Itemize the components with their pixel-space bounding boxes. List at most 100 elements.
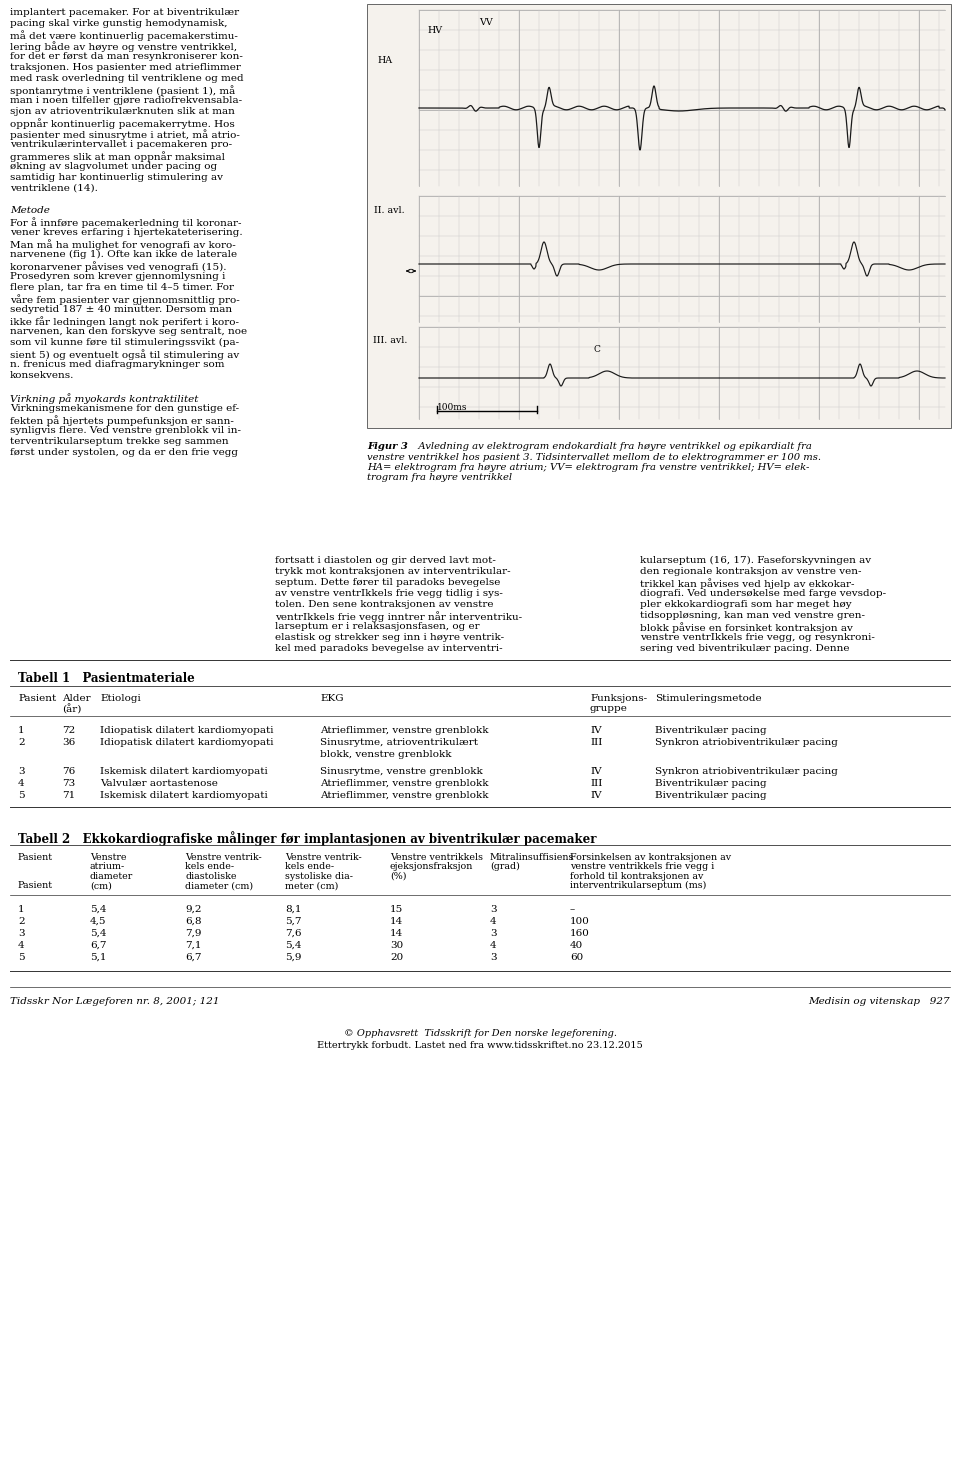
Text: Atrieflimmer, venstre grenblokk: Atrieflimmer, venstre grenblokk: [320, 791, 489, 800]
Text: VV: VV: [479, 18, 492, 27]
Text: diameter: diameter: [90, 871, 133, 881]
Text: kel med paradoks bevegelse av interventri-: kel med paradoks bevegelse av interventr…: [275, 643, 503, 654]
Text: Figur 3: Figur 3: [367, 442, 408, 451]
Text: blokk påvise en forsinket kontraksjon av: blokk påvise en forsinket kontraksjon av: [640, 623, 852, 633]
Text: Metode: Metode: [10, 206, 50, 214]
Text: Funksjons-: Funksjons-: [590, 694, 647, 703]
Text: trykk mot kontraksjonen av interventrikular-: trykk mot kontraksjonen av interventriku…: [275, 566, 511, 575]
Text: 5,4: 5,4: [90, 929, 107, 938]
Text: Tabell 1   Pasientmateriale: Tabell 1 Pasientmateriale: [18, 671, 195, 685]
Text: flere plan, tar fra en time til 4–5 timer. For: flere plan, tar fra en time til 4–5 time…: [10, 282, 234, 291]
Bar: [367, 4, 951, 427]
Text: Sinusrytme, atrioventrikulært: Sinusrytme, atrioventrikulært: [320, 738, 478, 747]
Text: for det er først da man resynkroniserer kon-: for det er først da man resynkroniserer …: [10, 52, 243, 61]
Text: 4: 4: [490, 941, 496, 950]
Text: Man må ha mulighet for venografi av koro-: Man må ha mulighet for venografi av koro…: [10, 240, 236, 250]
Text: økning av slagvolumet under pacing og: økning av slagvolumet under pacing og: [10, 163, 217, 172]
Text: 4: 4: [18, 941, 25, 950]
Text: (cm): (cm): [90, 881, 112, 890]
Text: larseptum er i relaksasjonsfasen, og er: larseptum er i relaksasjonsfasen, og er: [275, 623, 480, 632]
Text: –: –: [570, 905, 575, 914]
Text: 9,2: 9,2: [185, 905, 202, 914]
Text: septum. Dette fører til paradoks bevegelse: septum. Dette fører til paradoks bevegel…: [275, 578, 500, 587]
Text: IV: IV: [590, 726, 602, 735]
Text: sient 5) og eventuelt også til stimulering av: sient 5) og eventuelt også til stimuleri…: [10, 349, 239, 359]
Text: traksjonen. Hos pasienter med atrieflimmer: traksjonen. Hos pasienter med atrieflimm…: [10, 64, 241, 72]
Text: C: C: [594, 345, 601, 353]
Text: Pasient: Pasient: [18, 694, 57, 703]
Text: 4,5: 4,5: [90, 917, 107, 926]
Text: diameter (cm): diameter (cm): [185, 881, 253, 890]
Text: pler ekkokardiografi som har meget høy: pler ekkokardiografi som har meget høy: [640, 600, 852, 609]
Text: Avledning av elektrogram endokardialt fra høyre ventrikkel og epikardialt fra: Avledning av elektrogram endokardialt fr…: [409, 442, 812, 451]
Text: n. frenicus med diafragmarykninger som: n. frenicus med diafragmarykninger som: [10, 359, 225, 368]
Text: 1: 1: [18, 905, 25, 914]
Text: må det være kontinuerlig pacemakerstimu-: må det være kontinuerlig pacemakerstimu-: [10, 30, 238, 41]
Text: 160: 160: [570, 929, 589, 938]
Text: 8,1: 8,1: [285, 905, 301, 914]
Text: 1: 1: [18, 726, 25, 735]
Text: Biventrikulær pacing: Biventrikulær pacing: [655, 791, 767, 800]
Text: pacing skal virke gunstig hemodynamisk,: pacing skal virke gunstig hemodynamisk,: [10, 19, 228, 28]
Text: ventrIkkels frie vegg inntrer når interventriku-: ventrIkkels frie vegg inntrer når interv…: [275, 611, 522, 621]
Text: 36: 36: [62, 738, 75, 747]
Text: 100ms: 100ms: [437, 402, 468, 413]
Text: (grad): (grad): [490, 862, 520, 871]
Text: narvenene (fig 1). Ofte kan ikke de laterale: narvenene (fig 1). Ofte kan ikke de late…: [10, 250, 237, 259]
Text: Synkron atriobiventrikulær pacing: Synkron atriobiventrikulær pacing: [655, 766, 838, 776]
Text: pasienter med sinusrytme i atriet, må atrio-: pasienter med sinusrytme i atriet, må at…: [10, 129, 240, 141]
Text: 5,7: 5,7: [285, 917, 301, 926]
Text: III. avl.: III. avl.: [373, 336, 407, 345]
Text: 73: 73: [62, 779, 75, 788]
Text: av venstre ventrIkkels frie vegg tidlig i sys-: av venstre ventrIkkels frie vegg tidlig …: [275, 589, 503, 598]
Text: Iskemisk dilatert kardiomyopati: Iskemisk dilatert kardiomyopati: [100, 766, 268, 776]
Text: 30: 30: [390, 941, 403, 950]
Text: sering ved biventrikulær pacing. Denne: sering ved biventrikulær pacing. Denne: [640, 643, 850, 654]
Text: 5: 5: [18, 791, 25, 800]
Text: (%): (%): [390, 871, 406, 881]
Text: kels ende-: kels ende-: [285, 862, 334, 871]
Text: (år): (år): [62, 704, 82, 714]
Text: trikkel kan påvises ved hjelp av ekkokar-: trikkel kan påvises ved hjelp av ekkokar…: [640, 578, 854, 589]
Text: 14: 14: [390, 917, 403, 926]
Text: interventrikularseptum (ms): interventrikularseptum (ms): [570, 881, 707, 890]
Text: Etiologi: Etiologi: [100, 694, 141, 703]
Text: venstre ventrikkel hos pasient 3. Tidsintervallet mellom de to elektrogrammer er: venstre ventrikkel hos pasient 3. Tidsin…: [367, 453, 821, 461]
Text: Tabell 2   Ekkokardiografiske målinger før implantasjonen av biventrikulær pacem: Tabell 2 Ekkokardiografiske målinger før…: [18, 831, 596, 846]
Text: gruppe: gruppe: [590, 704, 628, 713]
Text: Stimuleringsmetode: Stimuleringsmetode: [655, 694, 761, 703]
Text: Venstre ventrik-: Venstre ventrik-: [185, 853, 262, 862]
Text: Mitralinsuffisiens: Mitralinsuffisiens: [490, 853, 574, 862]
Text: 3: 3: [490, 952, 496, 961]
Text: terventrikularseptum trekke seg sammen: terventrikularseptum trekke seg sammen: [10, 436, 228, 447]
Text: Medisin og vitenskap   927: Medisin og vitenskap 927: [808, 997, 950, 1006]
Text: ikke får ledningen langt nok perifert i koro-: ikke får ledningen langt nok perifert i …: [10, 317, 239, 327]
Text: 72: 72: [62, 726, 75, 735]
Text: © Opphavsrett  Tidsskrift for Den norske legeforening.: © Opphavsrett Tidsskrift for Den norske …: [344, 1029, 616, 1038]
Text: 100: 100: [570, 917, 589, 926]
Text: Venstre: Venstre: [90, 853, 127, 862]
Text: konsekvens.: konsekvens.: [10, 371, 74, 380]
Text: Iskemisk dilatert kardiomyopati: Iskemisk dilatert kardiomyopati: [100, 791, 268, 800]
Text: Biventrikulær pacing: Biventrikulær pacing: [655, 779, 767, 788]
Text: 5,4: 5,4: [285, 941, 301, 950]
Text: samtidig har kontinuerlig stimulering av: samtidig har kontinuerlig stimulering av: [10, 173, 223, 182]
Text: elastisk og strekker seg inn i høyre ventrik-: elastisk og strekker seg inn i høyre ven…: [275, 633, 504, 642]
Text: tolen. Den sene kontraksjonen av venstre: tolen. Den sene kontraksjonen av venstre: [275, 600, 493, 609]
Text: oppnår kontinuerlig pacemakerrytme. Hos: oppnår kontinuerlig pacemakerrytme. Hos: [10, 118, 235, 129]
Text: Venstre ventrikkels: Venstre ventrikkels: [390, 853, 483, 862]
Text: 5: 5: [18, 952, 25, 961]
Text: 6,7: 6,7: [90, 941, 107, 950]
Text: HA= elektrogram fra høyre atrium; VV= elektrogram fra venstre ventrikkel; HV= el: HA= elektrogram fra høyre atrium; VV= el…: [367, 463, 809, 472]
Text: Idiopatisk dilatert kardiomyopati: Idiopatisk dilatert kardiomyopati: [100, 726, 274, 735]
Text: blokk, venstre grenblokk: blokk, venstre grenblokk: [320, 750, 451, 759]
Text: atrium-: atrium-: [90, 862, 125, 871]
Text: fekten på hjertets pumpefunksjon er sann-: fekten på hjertets pumpefunksjon er sann…: [10, 416, 234, 426]
Text: IV: IV: [590, 766, 602, 776]
Text: 2: 2: [18, 917, 25, 926]
Text: Venstre ventrik-: Venstre ventrik-: [285, 853, 362, 862]
Text: systoliske dia-: systoliske dia-: [285, 871, 353, 881]
Text: tidsoppløsning, kan man ved venstre gren-: tidsoppløsning, kan man ved venstre gren…: [640, 611, 865, 620]
Text: Valvulær aortastenose: Valvulær aortastenose: [100, 779, 218, 788]
Text: 20: 20: [390, 952, 403, 961]
